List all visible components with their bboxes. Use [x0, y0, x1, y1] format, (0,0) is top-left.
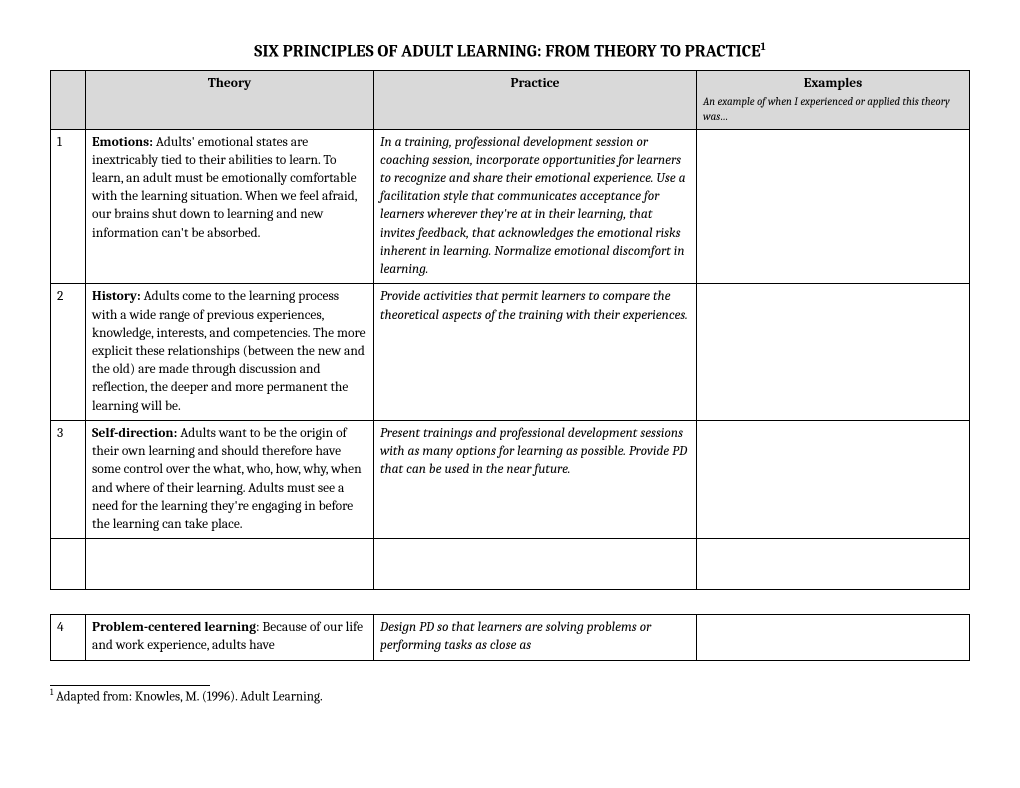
- row-practice: Design PD so that learners are solving p…: [374, 615, 697, 660]
- table-row: 2 History: Adults come to the learning p…: [51, 284, 970, 421]
- row-practice: Present trainings and professional devel…: [374, 420, 697, 538]
- header-examples-sub: An example of when I experienced or appl…: [703, 95, 963, 125]
- table-row: 1 Emotions: Adults' emotional states are…: [51, 129, 970, 284]
- theory-label: History:: [92, 289, 141, 304]
- footnote-text: Adapted from: Knowles, M. (1996). Adult …: [53, 689, 322, 704]
- row-practice: Provide activities that permit learners …: [374, 284, 697, 421]
- row-examples: [697, 615, 970, 660]
- row-theory: Self-direction: Adults want to be the or…: [86, 420, 374, 538]
- row-theory: History: Adults come to the learning pro…: [86, 284, 374, 421]
- spacer-cell: [374, 539, 697, 590]
- row-num: 2: [51, 284, 86, 421]
- row-theory: Problem-centered learning: Because of ou…: [86, 615, 374, 660]
- header-practice: Practice: [374, 70, 697, 129]
- table-row: 3 Self-direction: Adults want to be the …: [51, 420, 970, 538]
- principles-table-1: Theory Practice Examples An example of w…: [50, 70, 970, 591]
- spacer-cell: [697, 539, 970, 590]
- header-examples-label: Examples: [804, 76, 862, 91]
- table-row: 4 Problem-centered learning: Because of …: [51, 615, 970, 660]
- spacer-cell: [51, 539, 86, 590]
- theory-text: Adults want to be the origin of their ow…: [92, 426, 362, 532]
- table-header-row: Theory Practice Examples An example of w…: [51, 70, 970, 129]
- theory-text: Adults come to the learning process with…: [92, 289, 366, 413]
- title-footnote-ref: 1: [761, 40, 766, 53]
- theory-text: Adults' emotional states are inextricabl…: [92, 135, 357, 241]
- principles-table-2: 4 Problem-centered learning: Because of …: [50, 614, 970, 660]
- theory-label: Emotions:: [92, 135, 153, 150]
- header-num: [51, 70, 86, 129]
- theory-label: Self-direction:: [92, 426, 177, 441]
- header-examples: Examples An example of when I experience…: [697, 70, 970, 129]
- page-title: SIX PRINCIPLES OF ADULT LEARNING: FROM T…: [50, 40, 970, 62]
- row-practice: In a training, professional development …: [374, 129, 697, 284]
- footnote: 1 Adapted from: Knowles, M. (1996). Adul…: [50, 688, 970, 704]
- footnote-divider: [50, 685, 210, 686]
- row-num: 1: [51, 129, 86, 284]
- spacer-cell: [86, 539, 374, 590]
- row-theory: Emotions: Adults' emotional states are i…: [86, 129, 374, 284]
- header-theory: Theory: [86, 70, 374, 129]
- row-examples: [697, 284, 970, 421]
- theory-label: Problem-centered learning: [92, 620, 256, 635]
- row-examples: [697, 129, 970, 284]
- title-text: SIX PRINCIPLES OF ADULT LEARNING: FROM T…: [254, 43, 760, 62]
- table-spacer-row: [51, 539, 970, 590]
- row-num: 3: [51, 420, 86, 538]
- row-examples: [697, 420, 970, 538]
- row-num: 4: [51, 615, 86, 660]
